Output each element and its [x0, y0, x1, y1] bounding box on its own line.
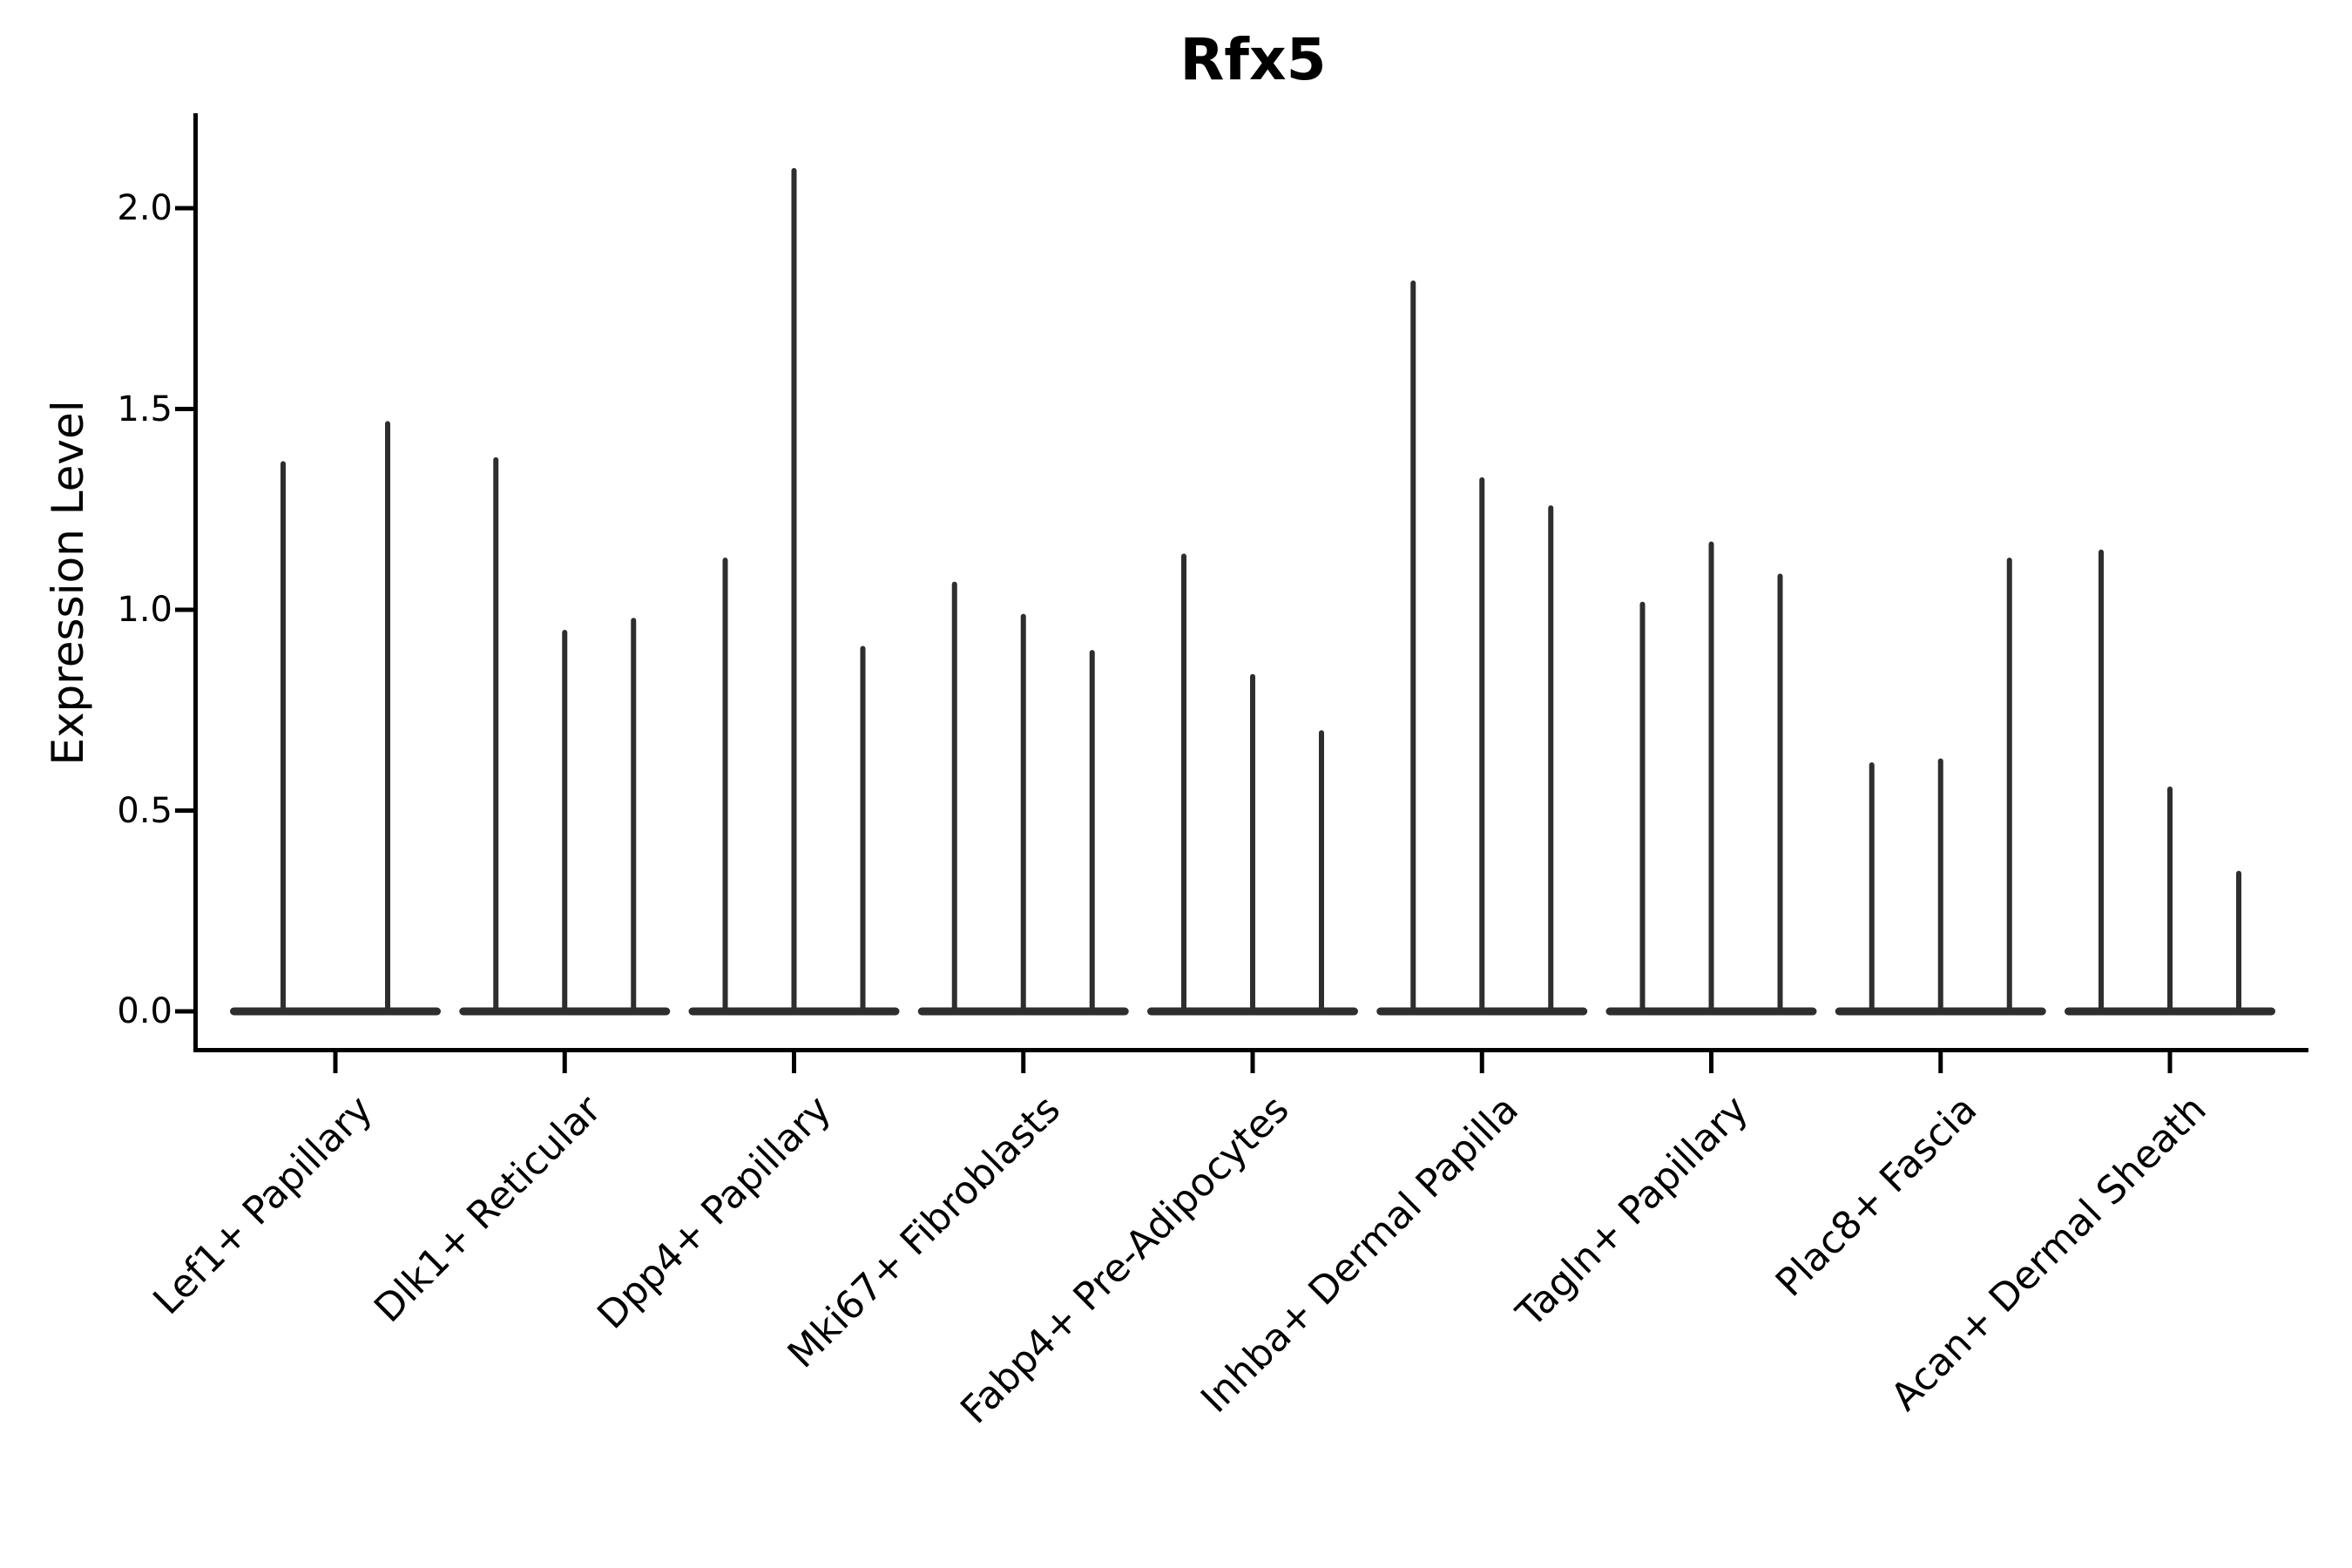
- violin-spike: [1548, 505, 1554, 1014]
- x-tick: [333, 1052, 338, 1073]
- violin-spike: [1479, 476, 1485, 1014]
- y-tick-label: 0.5: [117, 790, 172, 831]
- violin-spike: [631, 618, 637, 1014]
- violin-spike: [385, 421, 390, 1015]
- violin-spike: [1937, 758, 1943, 1014]
- y-tick: [175, 206, 193, 211]
- violin-spike: [1089, 650, 1095, 1014]
- violin-spike: [562, 630, 568, 1014]
- x-tick: [1479, 1052, 1484, 1073]
- violin-spike: [1020, 613, 1026, 1014]
- violin-spike: [1181, 553, 1186, 1014]
- violin-spike: [1410, 280, 1416, 1015]
- violin-spike: [2099, 549, 2104, 1014]
- violin-spike: [722, 558, 728, 1014]
- x-tick: [1709, 1052, 1713, 1073]
- y-tick: [175, 808, 193, 813]
- violin-spike: [1639, 601, 1646, 1014]
- violin-spike: [2167, 786, 2173, 1014]
- violin-spike: [951, 581, 957, 1014]
- x-tick: [1938, 1052, 1943, 1073]
- y-tick: [175, 607, 193, 612]
- x-tick: [1250, 1052, 1255, 1073]
- y-tick-label: 1.0: [117, 590, 172, 630]
- y-tick-label: 2.0: [117, 188, 172, 228]
- y-axis-label: Expression Level: [43, 400, 93, 766]
- violin-spike: [791, 167, 797, 1014]
- y-tick-label: 1.5: [117, 389, 172, 429]
- y-tick: [175, 407, 193, 411]
- x-tick: [1021, 1052, 1026, 1073]
- violin-spike: [1708, 541, 1714, 1014]
- violin-spike: [1319, 730, 1324, 1014]
- chart-title: Rfx5: [1179, 26, 1327, 93]
- violin-baseline: [230, 1007, 441, 1016]
- x-tick: [2167, 1052, 2173, 1073]
- violin-spike: [1777, 573, 1783, 1014]
- violin-spike: [2236, 870, 2241, 1014]
- y-tick-label: 0.0: [117, 991, 172, 1031]
- violin-spike: [1869, 762, 1875, 1014]
- violin-spike: [280, 461, 286, 1014]
- y-axis-spine: [193, 113, 198, 1052]
- violin-spike: [493, 456, 499, 1014]
- violin-spike: [1250, 673, 1255, 1014]
- violin-spike: [2006, 558, 2012, 1014]
- y-tick: [175, 1009, 193, 1014]
- x-axis-spine: [193, 1048, 2308, 1052]
- violin-spike: [860, 645, 866, 1014]
- x-tick: [792, 1052, 796, 1073]
- x-tick: [562, 1052, 567, 1073]
